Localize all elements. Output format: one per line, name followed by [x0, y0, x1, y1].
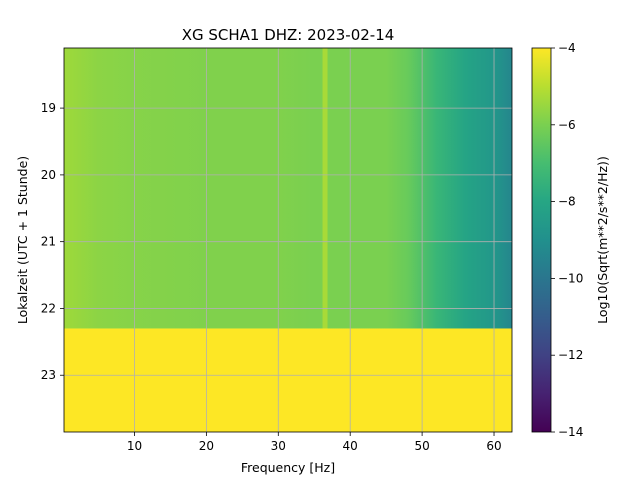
colorbar-tick-label: −8	[558, 195, 576, 209]
y-tick-label: 21	[41, 235, 56, 249]
colorbar-tick-label: −14	[558, 425, 583, 439]
grid-lines	[64, 48, 512, 432]
y-axis: 19 20 21 22 23	[41, 101, 64, 382]
spectral-line-band	[322, 48, 328, 329]
colorbar-tick-label: −6	[558, 118, 576, 132]
y-tick-label: 20	[41, 168, 56, 182]
colorbar-tick-label: −10	[558, 271, 583, 285]
colorbar-gradient	[531, 47, 552, 433]
x-tick-label: 40	[343, 439, 358, 453]
y-axis-label: Lokalzeit (UTC + 1 Stunde)	[15, 156, 30, 324]
colorbar-tick-label: −12	[558, 348, 583, 362]
x-tick-label: 60	[486, 439, 501, 453]
x-tick-label: 30	[271, 439, 286, 453]
plot-area	[63, 47, 513, 433]
plot-frame	[63, 47, 513, 433]
y-tick-label: 22	[41, 301, 56, 315]
y-tick-label: 19	[41, 101, 56, 115]
colorbar-tick-label: −4	[558, 41, 576, 55]
colorbar-ticks: −4 −6 −8 −10 −12 −14	[551, 41, 583, 439]
fill-region	[64, 328, 512, 432]
x-axis-label: Frequency [Hz]	[241, 460, 335, 475]
colorbar: −4 −6 −8 −10 −12 −14 Log10(Sqrt(m**2/s**2/Hz)…	[531, 41, 610, 439]
x-tick-label: 50	[414, 439, 429, 453]
spectrogram-data-region	[64, 48, 512, 329]
x-tick-label: 20	[199, 439, 214, 453]
y-tick-label: 23	[41, 368, 56, 382]
colorbar-label: Log10(Sqrt(m**2/s**2/Hz))	[595, 156, 610, 324]
x-tick-label: 10	[127, 439, 142, 453]
x-axis: 10 20 30 40 50 60	[127, 432, 502, 453]
chart-title: XG SCHA1 DHZ: 2023-02-14	[182, 26, 395, 44]
